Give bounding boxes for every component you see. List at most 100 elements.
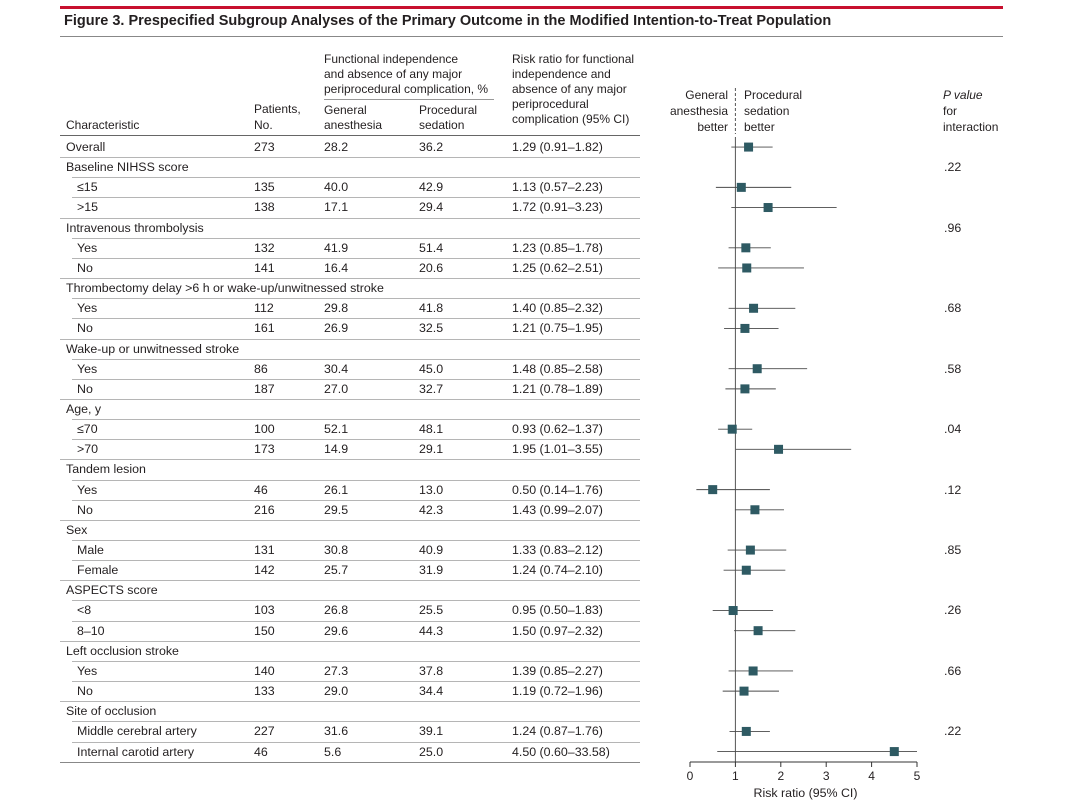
risk-ratio-ci: 1.24 (0.74–2.10) (512, 563, 603, 578)
row-label: No (77, 381, 93, 396)
general-anesthesia-pct: 29.0 (324, 684, 349, 699)
x-tick-label: 2 (777, 769, 784, 783)
row-label: ≤70 (77, 422, 98, 437)
risk-ratio-ci: 1.13 (0.57–2.23) (512, 180, 603, 195)
risk-ratio-ci: 1.43 (0.99–2.07) (512, 502, 603, 517)
risk-ratio-ci: 1.72 (0.91–3.23) (512, 200, 603, 215)
point-estimate-marker (763, 203, 773, 213)
general-anesthesia-pct: 26.8 (324, 603, 349, 618)
risk-ratio-ci: 1.40 (0.85–2.32) (512, 301, 603, 316)
header-risk-ratio-line3: absence of any major (512, 82, 627, 96)
header-general-anesthesia-line2: anesthesia (324, 118, 383, 132)
patients-count: 150 (254, 623, 275, 638)
row-label: No (77, 321, 93, 336)
row-divider (72, 681, 640, 683)
subgroup-heading: Thrombectomy delay >6 h or wake-up/unwit… (66, 281, 384, 296)
risk-ratio-ci: 0.95 (0.50–1.83) (512, 603, 603, 618)
title-rule (60, 36, 1003, 37)
general-anesthesia-pct: 25.7 (324, 563, 349, 578)
procedural-sedation-pct: 40.9 (419, 543, 444, 557)
row-divider (72, 197, 640, 199)
point-estimate-marker (750, 505, 760, 515)
header-risk-ratio-line1: Risk ratio for functional (512, 52, 635, 66)
interaction-pvalue: .58 (944, 361, 962, 376)
subgroup-heading: Sex (66, 522, 88, 537)
risk-ratio-ci: 1.25 (0.62–2.51) (512, 260, 603, 275)
row-divider (60, 338, 640, 340)
row-divider (72, 378, 640, 380)
general-anesthesia-pct: 41.9 (324, 240, 349, 255)
favors-sedation-line2: sedation (744, 104, 790, 118)
patients-count: 173 (254, 442, 275, 457)
general-anesthesia-pct: 28.2 (324, 140, 349, 154)
row-label: No (77, 502, 93, 517)
header-group-line2: and absence of any major (324, 67, 463, 81)
patients-count: 100 (254, 422, 275, 437)
interaction-pvalue: .66 (944, 663, 962, 678)
figure-title: Figure 3. Prespecified Subgroup Analyses… (64, 13, 832, 29)
procedural-sedation-pct: 31.9 (419, 563, 444, 578)
procedural-sedation-pct: 13.0 (419, 482, 444, 497)
x-tick-label: 5 (914, 769, 921, 783)
risk-ratio-ci: 0.50 (0.14–1.76) (512, 482, 603, 497)
header-pvalue-line1: P value (943, 88, 983, 102)
point-estimate-marker (774, 444, 784, 454)
patients-count: 142 (254, 563, 275, 578)
header-characteristic: Characteristic (66, 118, 140, 132)
point-estimate-marker (748, 666, 758, 676)
header-risk-ratio-line4: periprocedural (512, 97, 589, 111)
general-anesthesia-pct: 27.3 (324, 663, 349, 678)
procedural-sedation-pct: 34.4 (419, 684, 444, 699)
point-estimate-marker (740, 384, 750, 394)
row-divider (60, 278, 640, 280)
general-anesthesia-pct: 40.0 (324, 180, 349, 195)
risk-ratio-ci: 1.19 (0.72–1.96) (512, 684, 603, 699)
point-estimate-marker (736, 182, 746, 192)
row-divider (72, 620, 640, 622)
row-label: Female (77, 563, 119, 578)
risk-ratio-ci: 1.33 (0.83–2.12) (512, 543, 603, 557)
procedural-sedation-pct: 39.1 (419, 724, 444, 739)
row-label: Yes (77, 663, 98, 678)
general-anesthesia-pct: 17.1 (324, 200, 349, 215)
header-procedural-sedation-line2: sedation (419, 118, 465, 132)
general-anesthesia-pct: 14.9 (324, 442, 349, 457)
row-divider (72, 237, 640, 239)
patients-count: 46 (254, 744, 268, 759)
point-estimate-marker (741, 726, 751, 736)
procedural-sedation-pct: 37.8 (419, 663, 444, 678)
row-divider (72, 439, 640, 441)
subgroup-heading: Tandem lesion (66, 462, 146, 477)
point-estimate-marker (741, 243, 751, 253)
general-anesthesia-pct: 5.6 (324, 744, 342, 759)
x-tick-label: 3 (823, 769, 830, 783)
row-divider (72, 358, 640, 360)
patients-count: 138 (254, 200, 275, 215)
row-divider (72, 479, 640, 481)
interaction-pvalue: .26 (944, 603, 962, 618)
general-anesthesia-pct: 26.9 (324, 321, 349, 336)
point-estimate-marker (745, 545, 755, 555)
patients-count: 131 (254, 543, 275, 557)
x-axis-label: Risk ratio (95% CI) (754, 786, 858, 800)
row-divider (60, 217, 640, 219)
risk-ratio-ci: 1.21 (0.75–1.95) (512, 321, 603, 336)
row-divider (72, 741, 640, 743)
patients-count: 273 (254, 140, 275, 154)
procedural-sedation-pct: 48.1 (419, 422, 444, 437)
header-general-anesthesia-line1: General (324, 103, 367, 117)
row-divider (60, 398, 640, 400)
row-divider (72, 660, 640, 662)
interaction-pvalue: .12 (944, 482, 962, 497)
general-anesthesia-pct: 16.4 (324, 260, 349, 275)
risk-ratio-ci: 1.48 (0.85–2.58) (512, 361, 603, 376)
procedural-sedation-pct: 32.5 (419, 321, 444, 336)
point-estimate-marker (739, 686, 749, 696)
row-divider (72, 318, 640, 320)
row-divider (60, 580, 640, 582)
point-estimate-marker (708, 485, 718, 495)
patients-count: 227 (254, 724, 275, 739)
subgroup-heading: ASPECTS score (66, 583, 158, 598)
interaction-pvalue: .04 (944, 422, 962, 437)
point-estimate-marker (741, 565, 751, 575)
